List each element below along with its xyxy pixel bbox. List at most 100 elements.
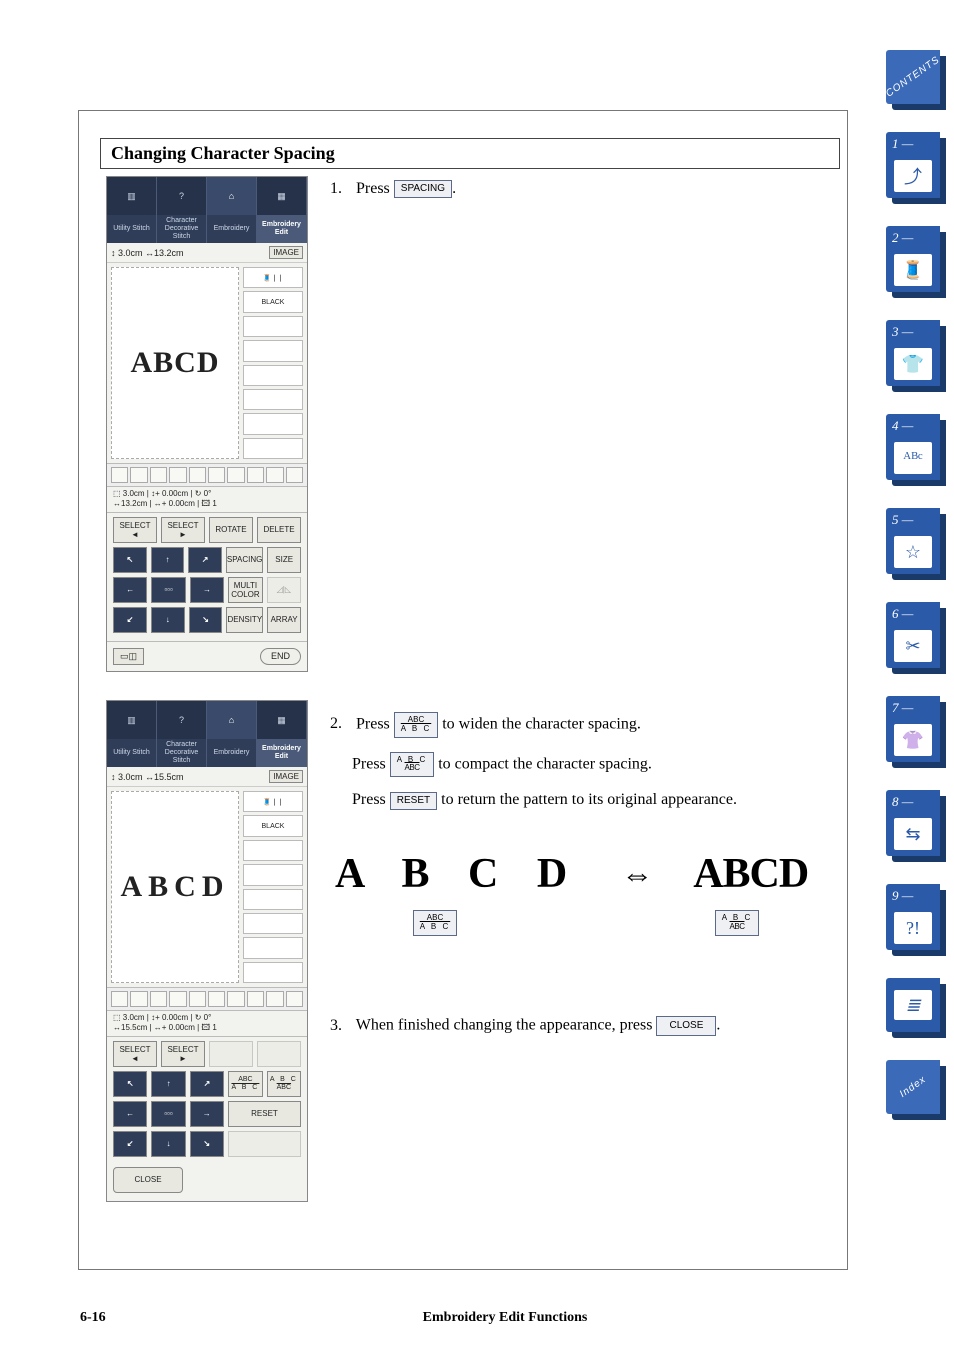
top-tab[interactable]: ⌂	[207, 701, 257, 739]
subtab-embroidery-edit[interactable]: Embroidery Edit	[257, 739, 307, 767]
subtab-embroidery-edit[interactable]: Embroidery Edit	[257, 215, 307, 243]
hoop-icon	[227, 991, 244, 1007]
arrow-center[interactable]: ▫▫▫	[151, 1101, 185, 1127]
nav-icon: ☆	[894, 536, 932, 568]
hoop-icon	[247, 991, 264, 1007]
mirror-button[interactable]: ◿|◺	[267, 577, 301, 603]
subtab-embroidery[interactable]: Embroidery	[207, 739, 257, 767]
info-line: ↔13.2cm | ↔+ 0.00cm | 🖾 1	[113, 499, 301, 509]
spacing-button[interactable]: SPACING	[226, 547, 263, 573]
subtab-utility[interactable]: Utility Stitch	[107, 215, 157, 243]
example-widen-btn-holder: ABCA B C	[410, 910, 460, 936]
nav-icon: ⇆	[894, 818, 932, 850]
color-label: BLACK	[243, 291, 303, 312]
arrow-dr[interactable]: ↘	[190, 1131, 224, 1157]
arrow-l[interactable]: ←	[113, 1101, 147, 1127]
hoop-icon	[208, 467, 225, 483]
footer-title: Embroidery Edit Functions	[160, 1310, 850, 1326]
nav-icon: ≣	[894, 990, 932, 1020]
arrow-dr[interactable]: ↘	[189, 607, 223, 633]
hoop-icon	[286, 991, 303, 1007]
preview-box: ABCD	[111, 267, 239, 459]
widen-inline-button[interactable]: ABCA B C	[413, 910, 457, 936]
image-button[interactable]: IMAGE	[269, 246, 303, 259]
arrow-r[interactable]: →	[190, 577, 224, 603]
compact-inline-button[interactable]: A B CABC	[715, 910, 759, 936]
delete-button[interactable]: DELETE	[257, 517, 301, 543]
top-tab[interactable]: ▥	[107, 177, 157, 215]
multicolor-button[interactable]: MULTI COLOR	[228, 577, 262, 603]
image-button[interactable]: IMAGE	[269, 770, 303, 783]
nav-chapter-6[interactable]: 6 —✂	[884, 602, 946, 674]
disabled-slot	[228, 1131, 301, 1157]
nav-contents[interactable]: CONTENTS	[884, 50, 946, 110]
step-text: Press	[356, 180, 390, 197]
spacing-inline-button[interactable]: SPACING	[394, 180, 452, 198]
arrow-dl[interactable]: ↙	[113, 1131, 147, 1157]
nav-index[interactable]: Index	[884, 1060, 946, 1120]
density-button[interactable]: DENSITY	[226, 607, 263, 633]
select-left-button[interactable]: SELECT ◄	[113, 517, 157, 543]
nav-chapter-9[interactable]: 9 —?!	[884, 884, 946, 956]
array-button[interactable]: ARRAY	[267, 607, 301, 633]
top-tab[interactable]: ?	[157, 701, 207, 739]
hoop-icon	[208, 991, 225, 1007]
arrow-ul[interactable]: ↖	[113, 1071, 147, 1097]
arrow-u[interactable]: ↑	[151, 1071, 185, 1097]
widen-inline-button[interactable]: ABCA B C	[394, 712, 438, 738]
end-button[interactable]: END	[260, 648, 301, 665]
arrow-dl[interactable]: ↙	[113, 607, 147, 633]
select-right-button[interactable]: SELECT ►	[161, 1041, 205, 1067]
side-cell	[243, 962, 303, 983]
arrow-u[interactable]: ↑	[151, 547, 185, 573]
arrow-d[interactable]: ↓	[151, 607, 185, 633]
nav-chapter-8[interactable]: 8 —⇆	[884, 790, 946, 862]
nav-chapter-5[interactable]: 5 —☆	[884, 508, 946, 580]
arrow-r[interactable]: →	[190, 1101, 224, 1127]
nav-chapter-2[interactable]: 2 —🧵	[884, 226, 946, 298]
nav-extra[interactable]: ≣	[884, 978, 946, 1038]
side-cell	[243, 889, 303, 910]
step-num: 1.	[330, 180, 352, 198]
reset-button[interactable]: RESET	[228, 1101, 301, 1127]
top-tab[interactable]: ⌂	[207, 177, 257, 215]
reset-inline-button[interactable]: RESET	[390, 792, 437, 810]
subtab-embroidery[interactable]: Embroidery	[207, 215, 257, 243]
compact-button[interactable]: A B CABC	[267, 1071, 301, 1097]
select-left-button[interactable]: SELECT ◄	[113, 1041, 157, 1067]
step-text: to return the pattern to its original ap…	[441, 791, 737, 808]
arrow-l[interactable]: ←	[113, 577, 147, 603]
subtab-utility[interactable]: Utility Stitch	[107, 739, 157, 767]
close-inline-button[interactable]: CLOSE	[656, 1016, 716, 1036]
nav-chapter-4[interactable]: 4 —ᴬᴮᶜ	[884, 414, 946, 486]
arrow-ur[interactable]: ↗	[188, 547, 222, 573]
top-tab[interactable]: ?	[157, 177, 207, 215]
compact-inline-button[interactable]: A B CABC	[390, 752, 434, 778]
step-text: When finished changing the appearance, p…	[356, 1017, 653, 1034]
example-compact-btn-holder: A B CABC	[712, 910, 762, 936]
memory-icon[interactable]: ▭◫	[113, 648, 144, 665]
side-cell	[243, 413, 303, 434]
arrow-ul[interactable]: ↖	[113, 547, 147, 573]
arrow-d[interactable]: ↓	[151, 1131, 185, 1157]
arrow-ur[interactable]: ↗	[190, 1071, 224, 1097]
nav-chapter-3[interactable]: 3 —👕	[884, 320, 946, 392]
side-cell	[243, 365, 303, 386]
subtab-char[interactable]: Character Decorative Stitch	[157, 739, 207, 767]
side-cell	[243, 340, 303, 361]
top-tab[interactable]: ▦	[257, 701, 307, 739]
dimensions: ↕ 3.0cm ↔15.5cm	[111, 772, 184, 782]
step-text: to widen the character spacing.	[442, 715, 641, 732]
nav-chapter-1[interactable]: 1 —⤴	[884, 132, 946, 204]
arrow-center[interactable]: ▫▫▫	[151, 577, 185, 603]
select-right-button[interactable]: SELECT ►	[161, 517, 205, 543]
top-tab[interactable]: ▦	[257, 177, 307, 215]
subtab-char[interactable]: Character Decorative Stitch	[157, 215, 207, 243]
top-tab[interactable]: ▥	[107, 701, 157, 739]
panel-sub-tabs: Utility Stitch Character Decorative Stit…	[107, 739, 307, 767]
widen-button[interactable]: ABCA B C	[228, 1071, 262, 1097]
close-button[interactable]: CLOSE	[113, 1167, 183, 1193]
rotate-button[interactable]: ROTATE	[209, 517, 253, 543]
size-button[interactable]: SIZE	[267, 547, 301, 573]
nav-chapter-7[interactable]: 7 —👚	[884, 696, 946, 768]
